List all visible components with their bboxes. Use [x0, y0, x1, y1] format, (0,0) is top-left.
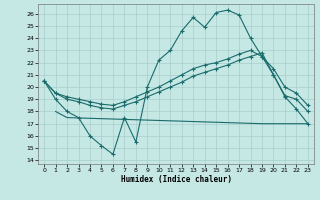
X-axis label: Humidex (Indice chaleur): Humidex (Indice chaleur) [121, 175, 231, 184]
